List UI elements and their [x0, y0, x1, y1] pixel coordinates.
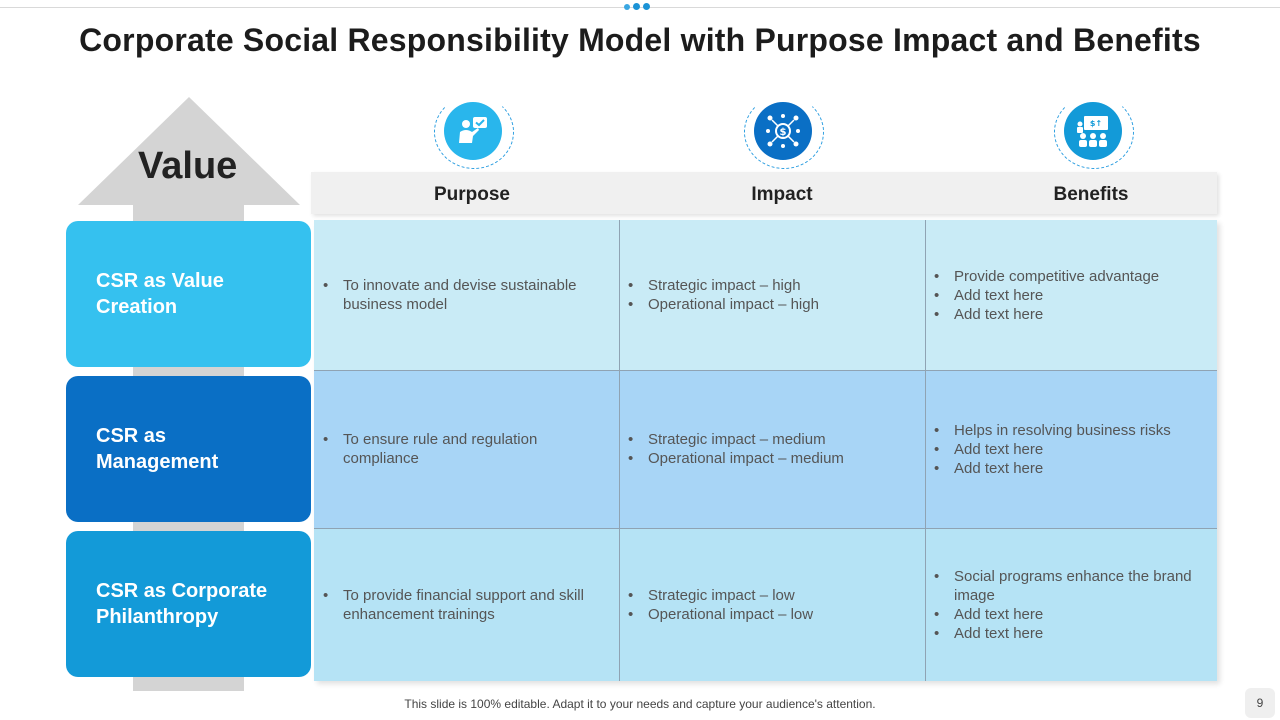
cell-value-creation-purpose: To innovate and devise sustainable busin…: [314, 220, 619, 370]
column-header-purpose: Purpose: [433, 184, 511, 205]
list-item: Strategic impact – low: [628, 586, 813, 605]
grid-divider: [314, 528, 1217, 529]
list-item: To innovate and devise sustainable busin…: [323, 276, 605, 314]
svg-text:$: $: [780, 127, 787, 138]
slide-dots-decoration: [624, 3, 650, 10]
purpose-icon-badge: [432, 95, 516, 173]
list-item: Strategic impact – high: [628, 276, 819, 295]
top-divider: [0, 7, 1280, 8]
list-item: To provide financial support and skill e…: [323, 586, 605, 624]
footer-note: This slide is 100% editable. Adapt it to…: [404, 697, 876, 711]
list-item: Add text here: [934, 459, 1171, 478]
cell-management-purpose: To ensure rule and regulation compliance: [314, 370, 619, 528]
list-item: To ensure rule and regulation compliance: [323, 430, 605, 468]
svg-text:$↑: $↑: [1090, 119, 1102, 128]
row-label-value-creation: CSR as Value Creation: [66, 221, 311, 367]
list-item: Helps in resolving business risks: [934, 421, 1171, 440]
row-label-corporate-philanthropy: CSR as Corporate Philanthropy: [66, 531, 311, 677]
value-label: Value: [138, 145, 238, 187]
csr-model-grid: To innovate and devise sustainable busin…: [314, 220, 1217, 681]
value-arrow-head: [78, 97, 300, 205]
column-header-benefits: Benefits: [1053, 184, 1129, 205]
page-number: 9: [1245, 688, 1275, 718]
row-label-management: CSR as Management: [66, 376, 311, 522]
list-item: Operational impact – high: [628, 295, 819, 314]
team-growth-icon: $↑: [1064, 102, 1122, 160]
grid-divider: [619, 220, 620, 681]
list-item: Add text here: [934, 440, 1171, 459]
cell-management-impact: Strategic impact – mediumOperational imp…: [619, 370, 925, 528]
list-item: Add text here: [934, 305, 1159, 324]
cell-philanthropy-impact: Strategic impact – lowOperational impact…: [619, 528, 925, 681]
presenter-check-icon: [444, 102, 502, 160]
list-item: Add text here: [934, 624, 1203, 643]
impact-icon-badge: $: [742, 95, 826, 173]
cell-management-benefits: Helps in resolving business risksAdd tex…: [925, 370, 1217, 528]
list-item: Operational impact – medium: [628, 449, 844, 468]
list-item: Social programs enhance the brand image: [934, 567, 1203, 605]
cell-value-creation-impact: Strategic impact – highOperational impac…: [619, 220, 925, 370]
column-header-band: [311, 172, 1217, 214]
slide-title: Corporate Social Responsibility Model wi…: [79, 22, 1201, 58]
list-item: Strategic impact – medium: [628, 430, 844, 449]
list-item: Add text here: [934, 286, 1159, 305]
list-item: Add text here: [934, 605, 1203, 624]
list-item: Provide competitive advantage: [934, 267, 1159, 286]
column-header-impact: Impact: [751, 184, 813, 205]
benefits-icon-badge: $↑: [1052, 95, 1136, 173]
grid-divider: [925, 220, 926, 681]
list-item: Operational impact – low: [628, 605, 813, 624]
money-network-icon: $: [754, 102, 812, 160]
cell-value-creation-benefits: Provide competitive advantageAdd text he…: [925, 220, 1217, 370]
cell-philanthropy-benefits: Social programs enhance the brand imageA…: [925, 528, 1217, 681]
grid-divider: [314, 370, 1217, 371]
cell-philanthropy-purpose: To provide financial support and skill e…: [314, 528, 619, 681]
